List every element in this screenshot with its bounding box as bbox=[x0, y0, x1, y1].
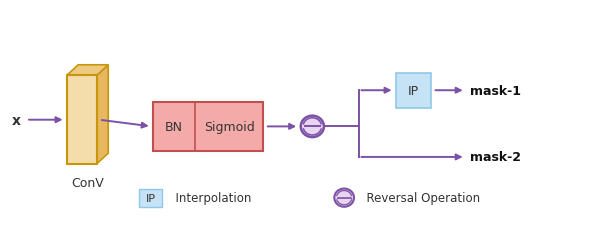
Text: Interpolation: Interpolation bbox=[168, 191, 251, 204]
FancyBboxPatch shape bbox=[396, 74, 431, 108]
Text: BN: BN bbox=[165, 120, 183, 133]
Text: Sigmoid: Sigmoid bbox=[204, 120, 254, 133]
Text: x: x bbox=[12, 113, 21, 127]
FancyBboxPatch shape bbox=[153, 103, 263, 151]
Text: mask-1: mask-1 bbox=[470, 84, 521, 97]
Text: ConV: ConV bbox=[71, 176, 104, 189]
Circle shape bbox=[335, 189, 354, 207]
Text: IP: IP bbox=[408, 84, 419, 97]
Circle shape bbox=[301, 116, 324, 138]
Text: Reversal Operation: Reversal Operation bbox=[359, 191, 480, 204]
Polygon shape bbox=[67, 65, 108, 76]
Text: IP: IP bbox=[146, 193, 155, 203]
Text: mask-2: mask-2 bbox=[470, 151, 521, 164]
FancyBboxPatch shape bbox=[139, 189, 162, 207]
Polygon shape bbox=[97, 65, 108, 164]
FancyBboxPatch shape bbox=[67, 76, 97, 164]
